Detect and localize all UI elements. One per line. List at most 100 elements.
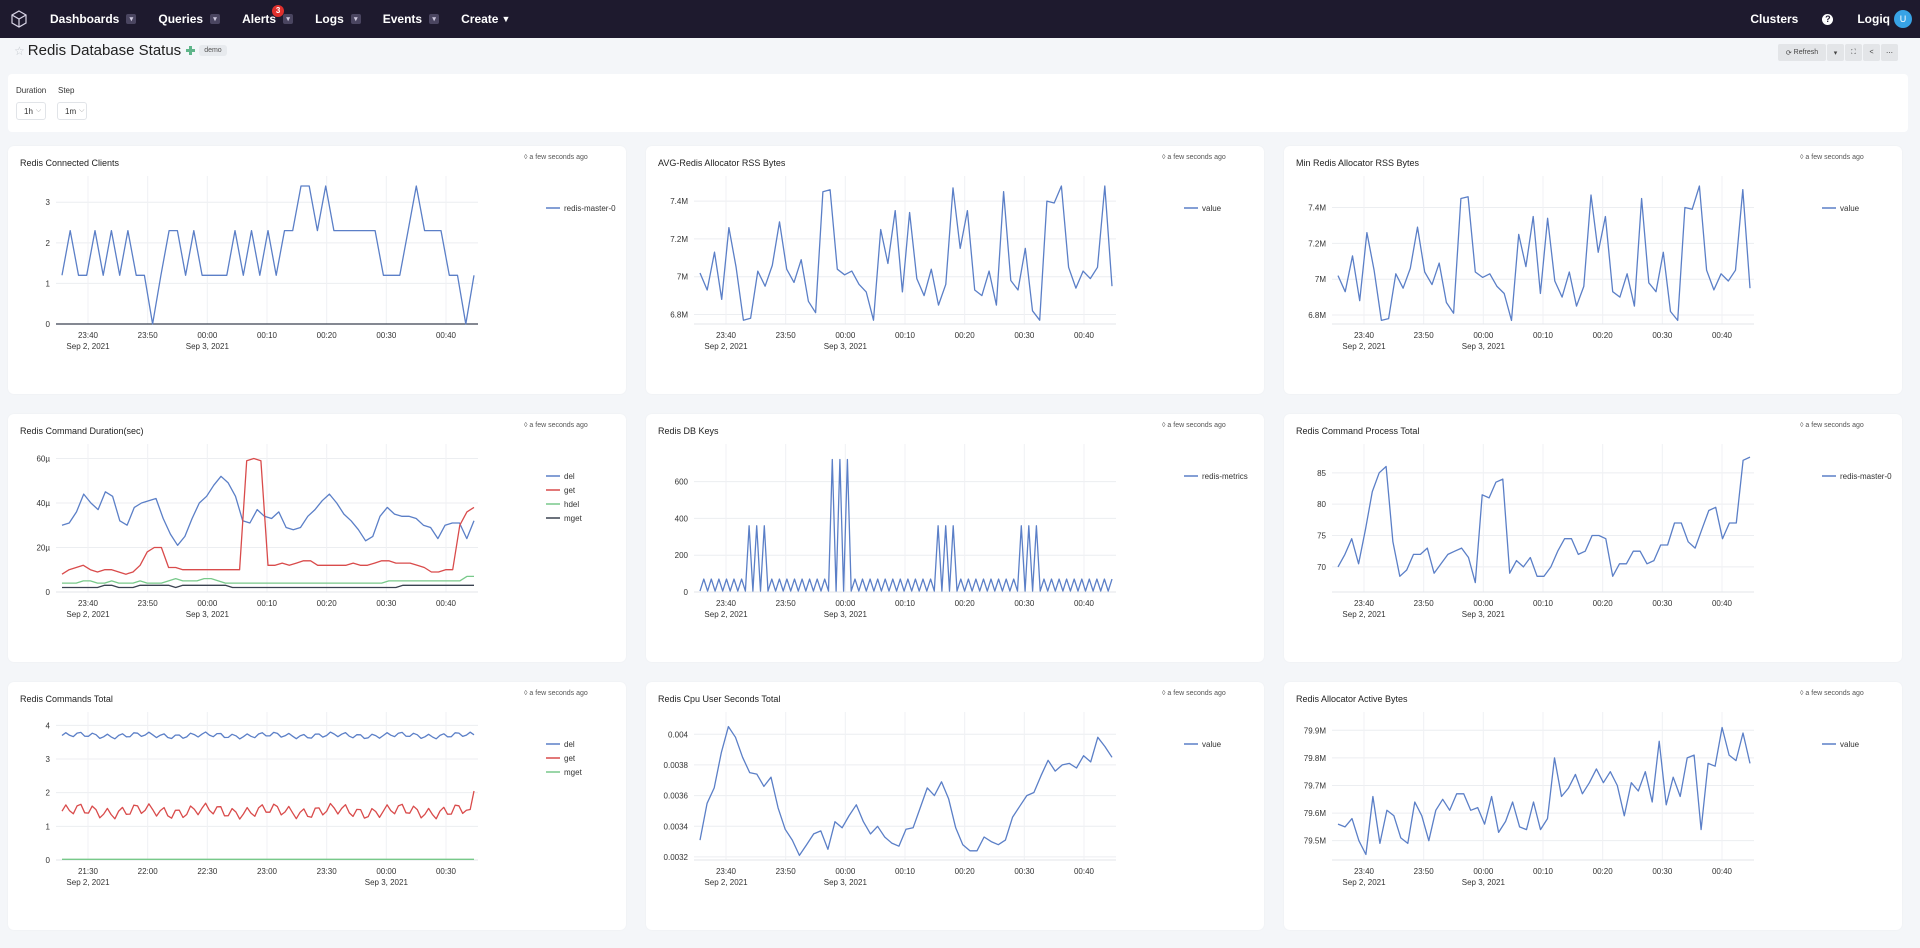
x-tick-label: 00:00 [835, 331, 856, 340]
panel-timestamp: ◊ a few seconds ago [1800, 422, 1864, 429]
chart-commands-total[interactable]: 0 1 2 3 4 21:30 Sep 2, 2021 22:00 22:30 23:00 23:3… [8, 682, 626, 930]
y-tick-label: 7.2M [670, 235, 688, 244]
panel-title: Min Redis Allocator RSS Bytes [1296, 158, 1420, 168]
legend-label[interactable]: hdel [564, 500, 579, 509]
avatar[interactable]: U [1894, 10, 1912, 28]
legend-label[interactable]: redis-metrics [1202, 472, 1248, 481]
chart-allocator-active-bytes[interactable]: 79.5M 79.6M 79.7M 79.8M 79.9M 23:40 Sep 2, 202… [1284, 682, 1902, 930]
duration-label: Duration [16, 86, 47, 95]
panel-title: Redis Allocator Active Bytes [1296, 694, 1408, 704]
tag-badge[interactable]: demo [199, 45, 227, 56]
duration-select[interactable]: 1h ⌵ [16, 102, 46, 120]
duration-value: 1h [24, 106, 33, 116]
nav-create[interactable]: Create ▼ [461, 12, 510, 26]
series-line-get[interactable] [61, 457, 475, 575]
series-line-mget[interactable] [62, 584, 474, 589]
x-tick-label: 23:50 [776, 331, 797, 340]
refresh-dropdown-button[interactable]: ▾ [1827, 44, 1844, 61]
legend-label[interactable]: redis-master-0 [1840, 472, 1892, 481]
chart-connected-clients[interactable]: 0 1 2 3 23:40 Sep 2, 2021 23:50 00:00 Sep 3, 202… [8, 146, 626, 394]
legend-label[interactable]: value [1202, 204, 1222, 213]
chevron-down-icon[interactable]: ▾ [210, 14, 221, 24]
share-button[interactable]: < [1863, 44, 1880, 61]
x-tick-label: 23:50 [138, 331, 159, 340]
series-line-value[interactable] [1337, 185, 1751, 322]
chart-avg-rss[interactable]: 6.8M 7M 7.2M 7.4M 23:40 Sep 2, 2021 23:50 00:00… [646, 146, 1264, 394]
series-line-value[interactable] [699, 185, 1113, 321]
chevron-down-icon[interactable]: ▾ [126, 14, 137, 24]
x-tick-label: 00:10 [1533, 867, 1554, 876]
chart-cpu-user-seconds[interactable]: 0.0032 0.0034 0.0036 0.0038 0.004 23:40 Sep 2,… [646, 682, 1264, 930]
legend-label[interactable]: mget [564, 768, 583, 777]
y-tick-label: 20µ [36, 543, 50, 552]
chart-command-duration[interactable]: 0 20µ 40µ 60µ 23:40 Sep 2, 2021 23:50 00:00 Sep … [8, 414, 626, 662]
step-label: Step [58, 86, 75, 95]
series-line-redis-master-0[interactable] [1337, 456, 1751, 584]
series-line-value[interactable] [699, 725, 1113, 857]
nav-dashboards[interactable]: Dashboards ▾ [50, 12, 137, 26]
x-tick-label: 00:20 [955, 867, 976, 876]
y-tick-label: 40µ [36, 499, 50, 508]
legend-label[interactable]: del [564, 740, 575, 749]
legend-label[interactable]: value [1202, 740, 1222, 749]
legend-label[interactable]: del [564, 472, 575, 481]
legend-label[interactable]: value [1840, 204, 1860, 213]
x-tick-label: 23:50 [1414, 331, 1435, 340]
series-line-redis-metrics[interactable] [699, 458, 1113, 592]
legend-label[interactable]: redis-master-0 [564, 204, 616, 213]
chevron-down-icon[interactable]: ▾ [283, 14, 294, 24]
y-tick-label: 1 [46, 822, 51, 831]
x-tick-label: 00:10 [1533, 599, 1554, 608]
x-tick-label: 00:00 [1473, 599, 1494, 608]
star-icon[interactable]: ☆ [14, 43, 25, 58]
panel-time-label: a few seconds ago [1805, 690, 1864, 697]
series-line-redis-master-0[interactable] [61, 185, 475, 325]
panel-title: Redis Command Duration(sec) [20, 426, 144, 436]
legend-label[interactable]: get [564, 754, 576, 763]
y-tick-label: 0 [46, 588, 51, 597]
x-tick-label: 00:30 [1014, 867, 1035, 876]
series-line-hdel[interactable] [62, 575, 474, 584]
nav-label: Alerts [242, 12, 277, 26]
plus-icon[interactable] [185, 45, 196, 56]
series-line-get[interactable] [61, 790, 475, 820]
logo-icon[interactable] [2, 0, 36, 38]
y-tick-label: 7.4M [1308, 204, 1326, 213]
nav-logs[interactable]: Logs ▾ [315, 12, 361, 26]
help-icon[interactable]: ? [1822, 13, 1834, 25]
series-line-del[interactable] [61, 731, 475, 740]
series-line-del[interactable] [61, 475, 475, 546]
chart-command-process-total[interactable]: 70 75 80 85 23:40 Sep 2, 2021 23:50 00:00 Sep 3,… [1284, 414, 1902, 662]
x-tick-label: 00:30 [1652, 331, 1673, 340]
fullscreen-button[interactable]: ⛶ [1845, 44, 1862, 61]
nav-queries[interactable]: Queries ▾ [158, 12, 221, 26]
y-tick-label: 200 [675, 551, 689, 560]
panel-title: AVG-Redis Allocator RSS Bytes [658, 158, 786, 168]
legend-label[interactable]: mget [564, 514, 583, 523]
page-title: Redis Database Status [27, 42, 182, 59]
refresh-button[interactable]: ⟳ Refresh [1778, 44, 1826, 61]
more-button[interactable]: ⋯ [1881, 44, 1898, 61]
x-tick-label: 23:40 [78, 331, 99, 340]
series-line-value[interactable] [1337, 726, 1751, 856]
chart-db-keys[interactable]: 0 200 400 600 23:40 Sep 2, 2021 23:50 00:00 Sep … [646, 414, 1264, 662]
legend-label[interactable]: value [1840, 740, 1860, 749]
x-tick-label: 23:40 [716, 599, 737, 608]
chevron-down-icon[interactable]: ▾ [350, 14, 361, 24]
step-value: 1m [65, 106, 77, 116]
chevron-down-icon[interactable]: ▾ [429, 14, 440, 24]
nav-clusters[interactable]: Clusters [1750, 12, 1799, 26]
step-select[interactable]: 1m ⌵ [57, 102, 87, 120]
user-name[interactable]: Logiq [1857, 12, 1890, 26]
nav-label: Create [461, 12, 499, 26]
nav-events[interactable]: Events ▾ [383, 12, 440, 26]
y-tick-label: 4 [46, 721, 51, 730]
legend-label[interactable]: get [564, 486, 576, 495]
x-tick-sublabel: Sep 2, 2021 [704, 878, 748, 887]
chart-min-rss[interactable]: 6.8M 7M 7.2M 7.4M 23:40 Sep 2, 2021 23:50 00:00… [1284, 146, 1902, 394]
y-tick-label: 70 [1317, 563, 1326, 572]
x-tick-label: 00:00 [835, 599, 856, 608]
x-tick-label: 23:40 [1354, 331, 1375, 340]
panel-title: Redis Connected Clients [20, 158, 120, 168]
nav-alerts[interactable]: Alerts 3 ▾ [242, 5, 294, 26]
